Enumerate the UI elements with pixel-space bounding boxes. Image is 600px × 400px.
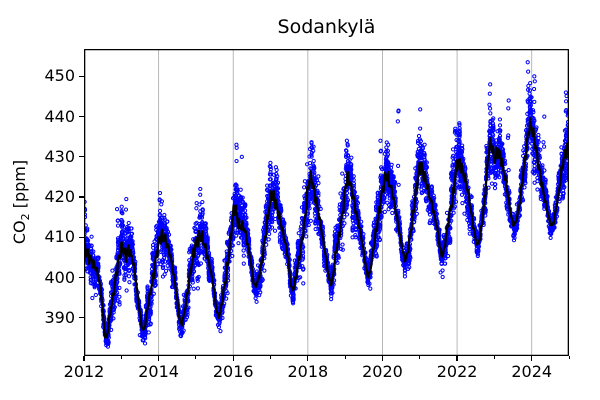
x-minor-tick (195, 356, 197, 359)
y-axis-label-subscript: 2 (19, 213, 32, 221)
y-major-tick (79, 276, 84, 279)
x-minor-tick (270, 356, 272, 359)
x-tick-label: 2018 (287, 362, 329, 381)
x-tick-label: 2024 (511, 362, 553, 381)
x-tick-label: 2020 (362, 362, 403, 381)
x-minor-tick (493, 356, 495, 359)
y-major-tick (79, 317, 84, 319)
y-tick-label: 440 (44, 106, 75, 126)
chart-canvas (84, 49, 569, 356)
y-tick-label: 390 (44, 307, 75, 327)
y-major-tick (79, 156, 84, 158)
x-tick-label: 2012 (63, 362, 105, 381)
x-major-tick (531, 356, 533, 361)
x-tick-label: 2022 (436, 362, 478, 381)
plot-area (84, 49, 569, 356)
x-tick-label: 2016 (212, 362, 254, 381)
x-major-tick (158, 356, 160, 361)
x-minor-tick (120, 356, 122, 359)
x-major-tick (307, 356, 309, 361)
x-tick-label: 2014 (138, 362, 179, 381)
x-minor-tick (568, 356, 570, 359)
y-tick-label: 410 (44, 227, 75, 247)
y-major-tick (79, 196, 84, 198)
chart-title: Sodankylä (277, 16, 376, 38)
y-major-tick (79, 115, 84, 118)
y-tick-label: 430 (44, 146, 75, 166)
x-minor-tick (344, 356, 346, 359)
x-major-tick (381, 356, 384, 361)
y-tick-label: 450 (44, 66, 75, 86)
x-major-tick (232, 356, 234, 361)
y-major-tick (79, 236, 84, 238)
x-minor-tick (419, 356, 421, 359)
y-tick-label: 420 (44, 187, 75, 207)
x-major-tick (456, 356, 458, 361)
y-tick-label: 400 (44, 267, 75, 287)
y-major-tick (79, 75, 84, 77)
x-major-tick (83, 356, 85, 361)
